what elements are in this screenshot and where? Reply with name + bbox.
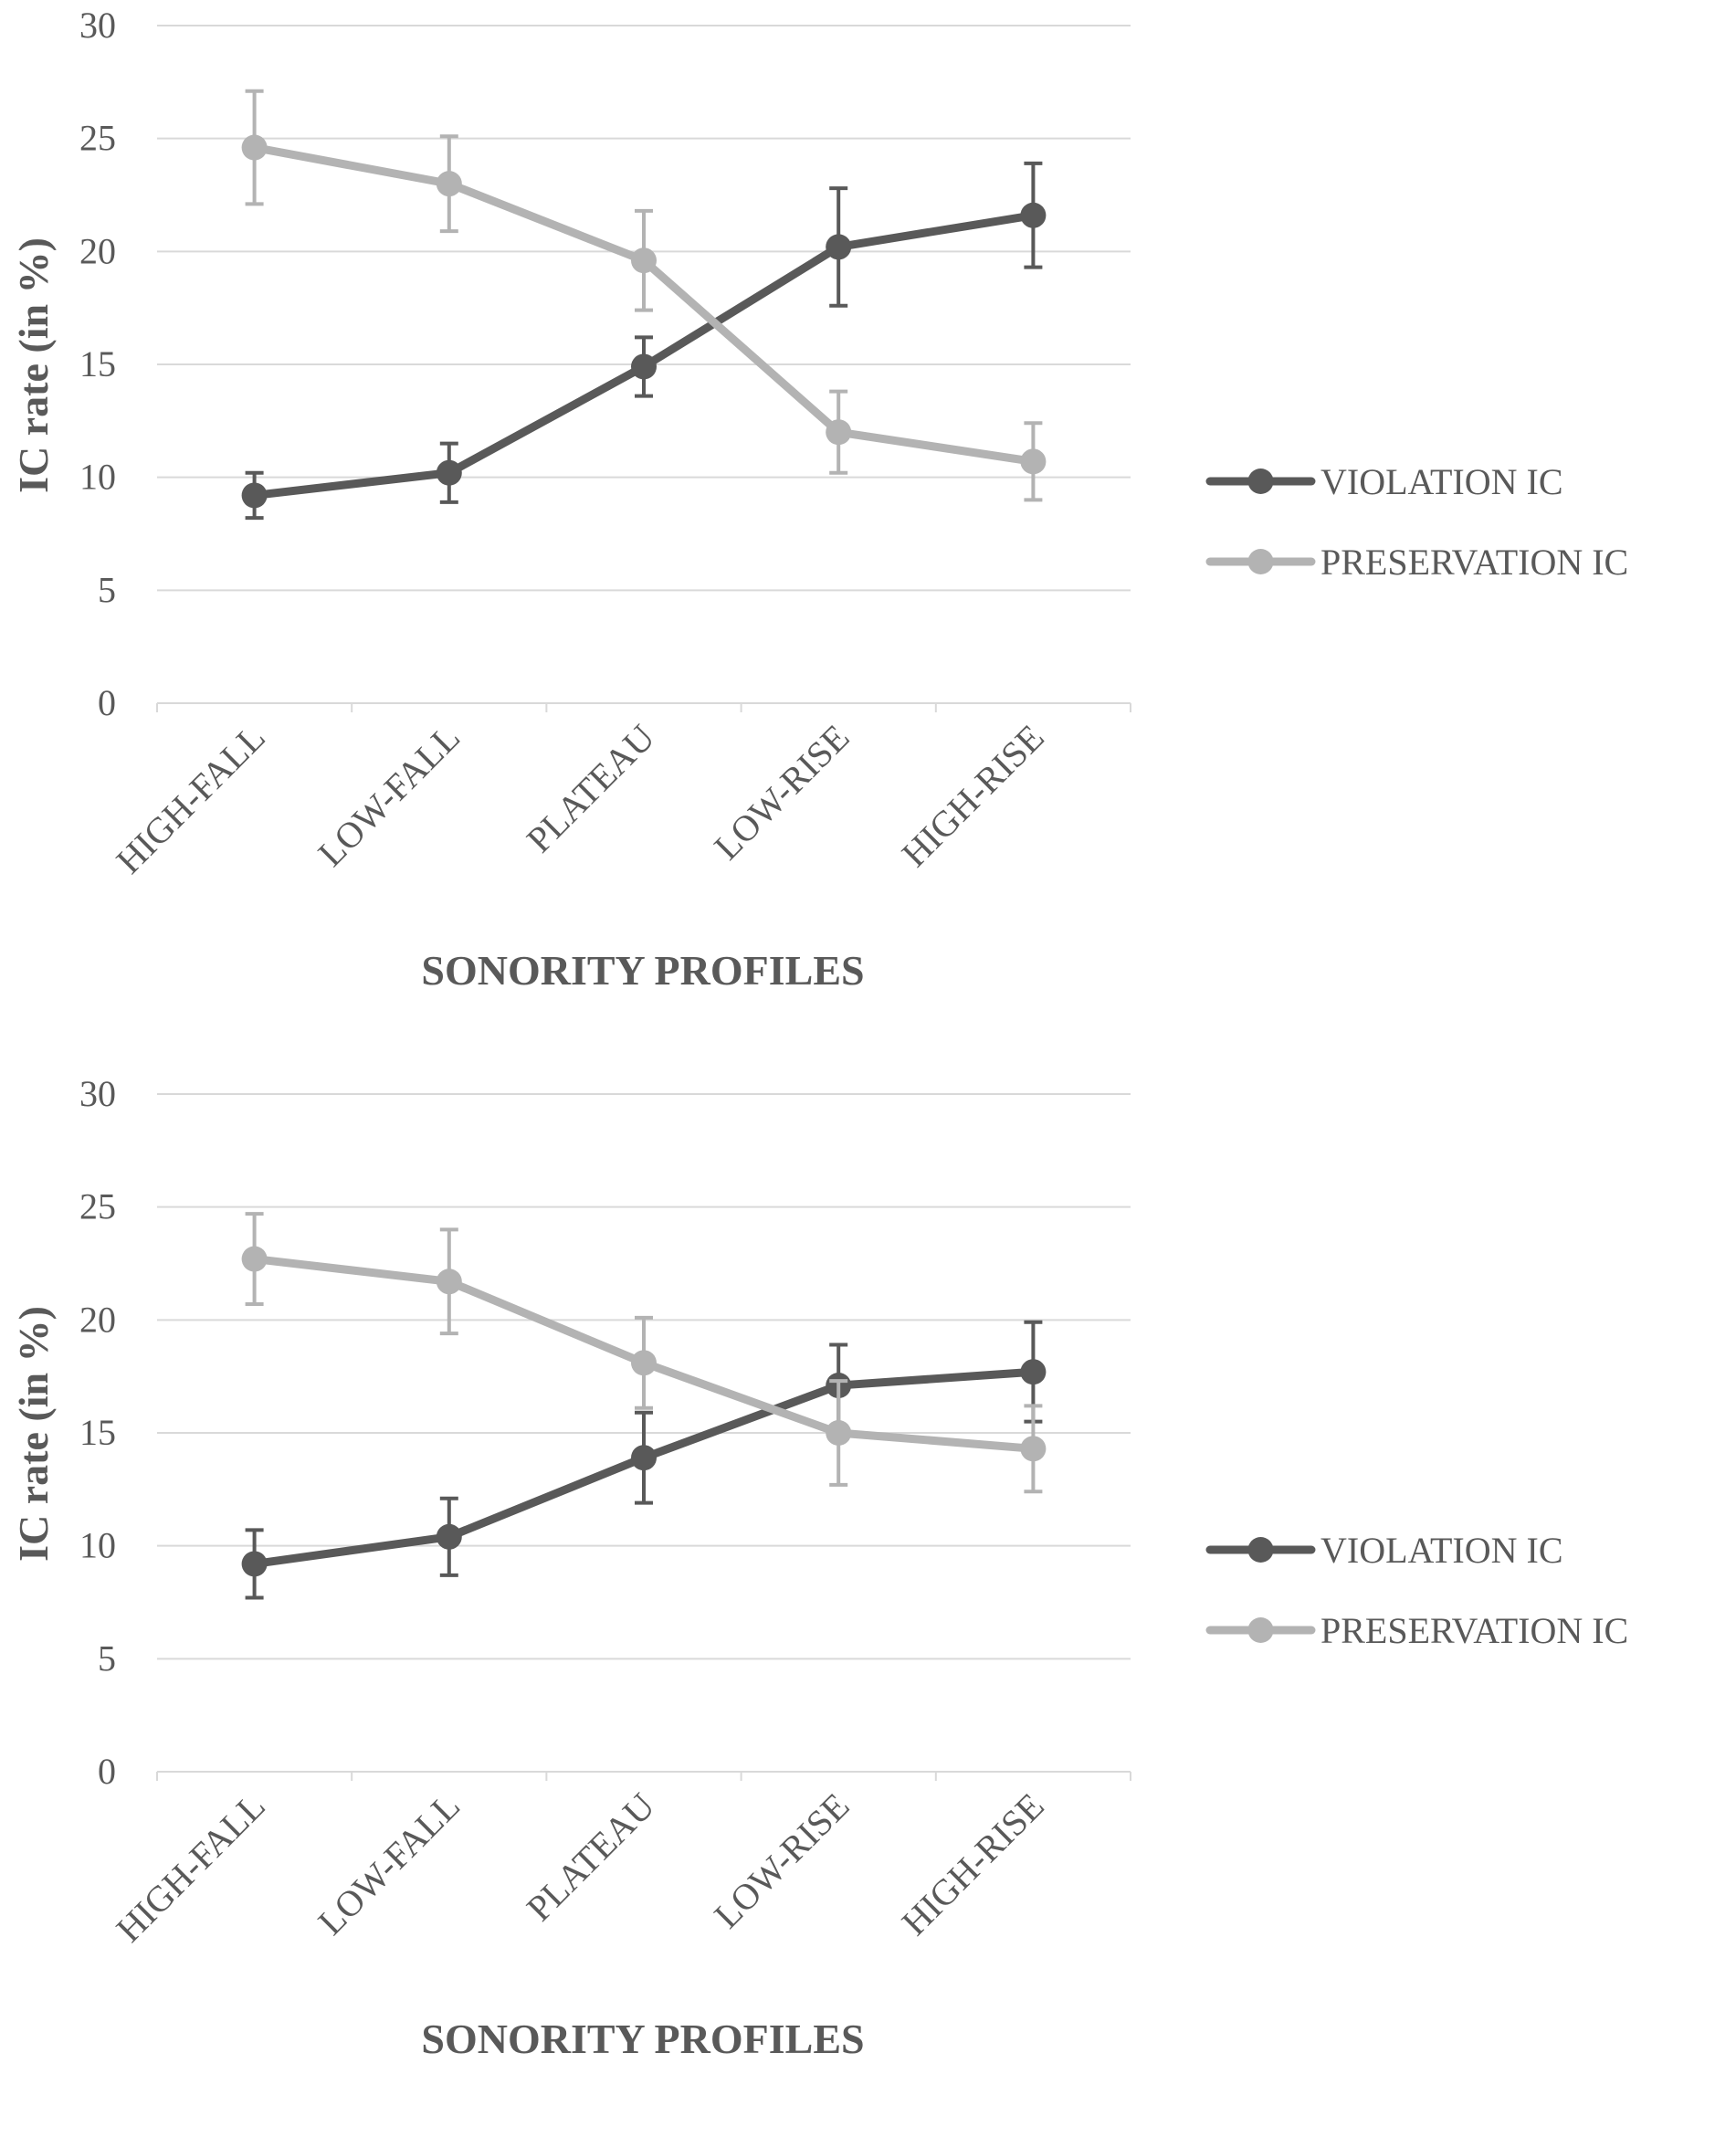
legend-marker-preservation-ic — [1247, 1617, 1274, 1643]
x-tick-label-high-fall: HIGH-FALL — [108, 717, 273, 882]
data-point-violation-ic — [241, 482, 268, 509]
data-point-preservation-ic — [241, 1246, 268, 1272]
y-tick-label: 20 — [79, 230, 116, 271]
legend-label-preservation-ic: PRESERVATION IC — [1320, 1610, 1628, 1651]
legend-label-violation-ic: VIOLATION IC — [1320, 461, 1563, 502]
x-tick-label-high-rise: HIGH-RISE — [894, 1785, 1052, 1943]
legend-label-preservation-ic: PRESERVATION IC — [1320, 542, 1628, 583]
legend-entry-preservation-ic: PRESERVATION IC — [1205, 542, 1628, 583]
legend-entry-violation-ic: VIOLATION IC — [1205, 1530, 1563, 1571]
x-tick-label-low-rise: LOW-RISE — [706, 1785, 857, 1936]
line-chart-svg: 0 5 10 15 20 25 30 HIGH-FALL LOW-FALL PLATEAU LOW-… — [10, 5, 1628, 994]
legend-entry-preservation-ic: PRESERVATION IC — [1205, 1610, 1628, 1651]
y-axis-title: IC rate (in %) — [10, 237, 57, 493]
y-tick-label: 15 — [79, 1412, 116, 1453]
data-point-preservation-ic — [241, 134, 268, 161]
y-tick-label: 5 — [98, 569, 116, 610]
data-point-preservation-ic — [436, 1269, 462, 1295]
x-axis-title: SONORITY PROFILES — [421, 947, 864, 994]
data-point-preservation-ic — [826, 419, 852, 446]
line-chart-svg: 0 5 10 15 20 25 30 HIGH-FALL LOW-FALL PLATEAU LOW-… — [10, 1073, 1628, 2062]
x-tick-label-plateau: PLATEAU — [519, 716, 663, 860]
y-axis-title: IC rate (in %) — [10, 1306, 57, 1562]
y-tick-label: 5 — [98, 1637, 116, 1679]
data-point-violation-ic — [631, 1445, 657, 1471]
data-point-preservation-ic — [1020, 448, 1047, 475]
data-point-preservation-ic — [1020, 1436, 1047, 1462]
legend-entry-violation-ic: VIOLATION IC — [1205, 461, 1563, 502]
x-tick-label-high-rise: HIGH-RISE — [894, 717, 1052, 875]
chart-bottom: 0 5 10 15 20 25 30 HIGH-FALL LOW-FALL PLATEAU LOW-… — [0, 1068, 1736, 2137]
legend-marker-violation-ic — [1247, 1537, 1274, 1563]
y-tick-label: 0 — [98, 1751, 116, 1792]
y-tick-label: 25 — [79, 1186, 116, 1227]
y-tick-label: 20 — [79, 1299, 116, 1340]
data-point-preservation-ic — [631, 247, 657, 274]
x-tick-label-high-fall: HIGH-FALL — [108, 1785, 273, 1951]
x-tick-label-low-fall: LOW-FALL — [310, 1785, 468, 1943]
data-point-violation-ic — [436, 459, 462, 486]
y-tick-label: 10 — [79, 457, 116, 498]
chart-top: 0 5 10 15 20 25 30 HIGH-FALL LOW-FALL PLATEAU LOW-… — [0, 0, 1736, 1068]
legend-marker-violation-ic — [1247, 468, 1274, 494]
data-point-violation-ic — [631, 353, 657, 380]
data-point-violation-ic — [1020, 1359, 1047, 1385]
y-tick-label: 0 — [98, 682, 116, 723]
x-tick-label-plateau: PLATEAU — [519, 1784, 663, 1929]
y-tick-label: 25 — [79, 118, 116, 159]
x-tick-label-low-fall: LOW-FALL — [310, 717, 468, 875]
x-tick-label-low-rise: LOW-RISE — [706, 717, 857, 868]
data-point-violation-ic — [241, 1551, 268, 1577]
y-tick-label: 30 — [79, 1073, 116, 1114]
y-tick-label: 30 — [79, 5, 116, 46]
legend-marker-preservation-ic — [1247, 549, 1274, 574]
data-point-preservation-ic — [826, 1420, 852, 1446]
data-point-violation-ic — [436, 1523, 462, 1550]
data-point-violation-ic — [826, 234, 852, 260]
data-point-preservation-ic — [631, 1350, 657, 1376]
data-point-violation-ic — [1020, 202, 1047, 228]
data-point-preservation-ic — [436, 171, 462, 197]
y-tick-label: 10 — [79, 1525, 116, 1566]
x-axis-title: SONORITY PROFILES — [421, 2016, 864, 2062]
y-tick-label: 15 — [79, 343, 116, 384]
legend-label-violation-ic: VIOLATION IC — [1320, 1530, 1563, 1571]
